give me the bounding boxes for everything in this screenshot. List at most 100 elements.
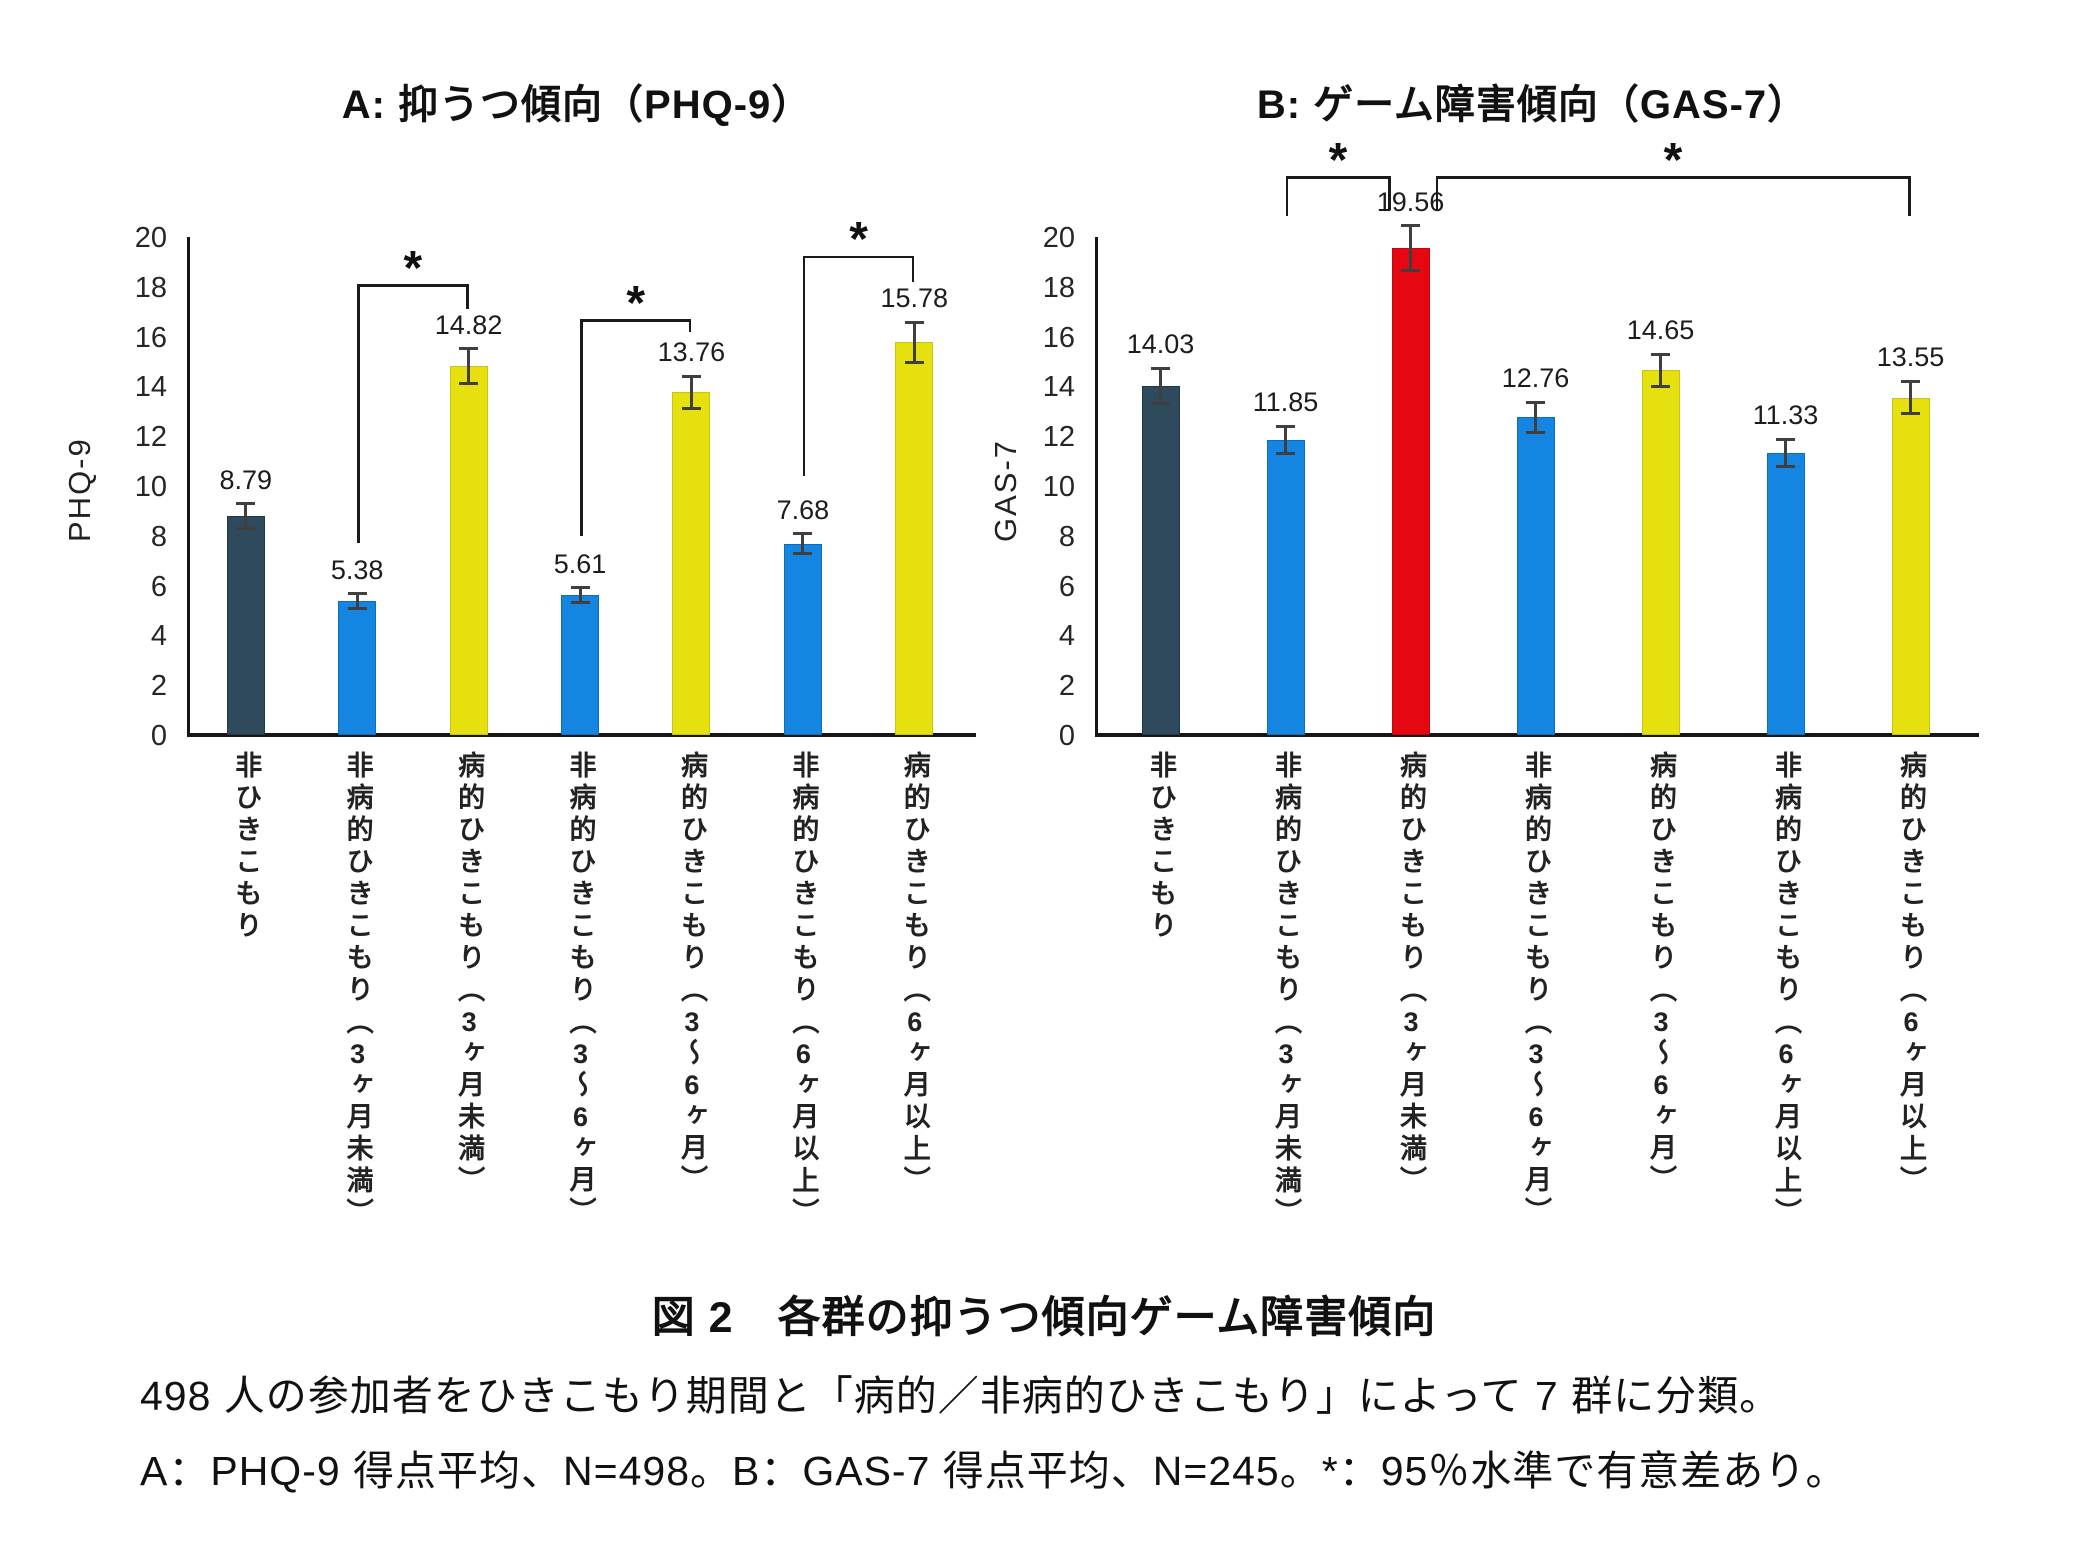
chart-a-sig-bracket-left-leg bbox=[580, 321, 583, 536]
chart-a-y-tick-label: 0 bbox=[150, 720, 167, 752]
figure-caption-line2: A：PHQ-9 得点平均、N=498。B：GAS-7 得点平均、N=245。*：… bbox=[140, 1448, 1848, 1494]
chart-a-value-label: 7.68 bbox=[776, 494, 830, 525]
chart-b-bar bbox=[1266, 439, 1305, 735]
chart-a-sig-bracket-right-leg bbox=[466, 286, 469, 310]
chart-b-value-label: 14.03 bbox=[1126, 329, 1195, 360]
chart-b-value-label: 14.65 bbox=[1626, 315, 1695, 346]
chart-b-y-tick-label: 4 bbox=[1058, 620, 1075, 653]
chart-b-sig-bracket-right-leg bbox=[1908, 178, 1911, 216]
chart-b-y-tick-label: 0 bbox=[1058, 720, 1075, 752]
chart-b-error-bar bbox=[1534, 402, 1537, 433]
chart-a-bar bbox=[226, 516, 265, 735]
chart-b-error-bar bbox=[1659, 354, 1662, 387]
chart-a-plot-area: 0 2 4 6 8 10 12 14 16 18 20 8.79 非ひきこもり 5.38 非病的ひきこもり（… bbox=[135, 216, 976, 1230]
chart-b-sig-bracket bbox=[1285, 176, 1391, 179]
chart-b-error-bar-cap-bottom bbox=[1901, 412, 1920, 416]
chart-a-error-bar-cap-bottom bbox=[904, 360, 924, 364]
chart-b-value-label: 11.85 bbox=[1252, 387, 1319, 418]
chart-a-sig-bracket bbox=[580, 319, 692, 322]
chart-a-value-label: 5.38 bbox=[330, 554, 384, 585]
chart-a-bar bbox=[561, 595, 599, 735]
chart-a-error-bar-cap-top bbox=[904, 320, 924, 324]
chart-b-sig-bracket-left-leg bbox=[1435, 178, 1438, 210]
chart-a-y-tick-label: 2 bbox=[150, 670, 167, 703]
chart-b-error-bar-cap-top bbox=[1776, 437, 1795, 441]
chart-b-bar bbox=[1641, 370, 1680, 735]
chart-b-error-bar-cap-bottom bbox=[1276, 452, 1295, 456]
chart-b-y-tick-label: 10 bbox=[1042, 471, 1075, 503]
chart-a-value-label: 8.79 bbox=[219, 464, 272, 495]
chart-b-error-bar-cap-bottom bbox=[1401, 268, 1420, 272]
chart-a-sig-bracket bbox=[357, 284, 469, 287]
chart-b-error-bar bbox=[1784, 439, 1787, 467]
chart-b-error-bar bbox=[1159, 368, 1162, 404]
chart-b-value-label: 13.55 bbox=[1876, 342, 1945, 373]
chart-b-bar bbox=[1891, 397, 1930, 735]
chart-a-error-bar bbox=[355, 593, 359, 609]
figure-caption-title: 図 2 各群の抑うつ傾向ゲーム障害傾向 bbox=[651, 1294, 1437, 1342]
chart-a-x-tick-label: 病的ひきこもり（3～6ヶ月） bbox=[676, 751, 707, 1197]
chart-a-error-bar-cap-bottom bbox=[570, 601, 590, 605]
chart-a-error-bar-cap-top bbox=[681, 374, 701, 378]
chart-b-bar bbox=[1391, 247, 1430, 735]
chart-a-error-bar-cap-top bbox=[570, 586, 590, 590]
chart-b-x-tick-label: 病的ひきこもり（6ヶ月以上） bbox=[1896, 751, 1927, 1198]
chart-b-plot-area: 0 2 4 6 8 10 12 14 16 18 20 14.03 非ひきこもり 11.85 非病的ひきこも… bbox=[1043, 136, 1979, 1230]
chart-a-error-bar bbox=[912, 322, 916, 362]
chart-b-sig-asterisk: * bbox=[1328, 133, 1348, 187]
chart-b-error-bar-cap-top bbox=[1901, 379, 1920, 383]
chart-a-error-bar-cap-bottom bbox=[793, 552, 813, 556]
chart-a-error-bar bbox=[244, 503, 248, 529]
chart-a-error-bar-cap-bottom bbox=[681, 407, 701, 411]
chart-b-x-tick-label: 非ひきこもり bbox=[1146, 751, 1177, 943]
chart-b-x-tick-label: 病的ひきこもり（3ヶ月未満） bbox=[1396, 751, 1427, 1198]
chart-a-bar bbox=[783, 543, 822, 735]
chart-b-error-bar-cap-top bbox=[1151, 366, 1170, 370]
chart-b-bar bbox=[1141, 385, 1180, 735]
chart-b-error-bar-cap-top bbox=[1401, 224, 1420, 228]
chart-a-error-bar bbox=[801, 533, 805, 554]
chart-b-x-tick-label: 病的ひきこもり（3～6ヶ月） bbox=[1646, 751, 1677, 1197]
chart-a-bar bbox=[449, 365, 488, 735]
chart-b-error-bar bbox=[1284, 426, 1287, 454]
chart-a-error-bar-cap-bottom bbox=[236, 527, 256, 531]
chart-a-error-bar bbox=[467, 348, 471, 384]
chart-b-y-tick-label: 2 bbox=[1058, 670, 1075, 703]
chart-a-sig-bracket-left-leg bbox=[357, 286, 360, 544]
chart-a-x-tick-label: 非ひきこもり bbox=[231, 751, 262, 943]
chart-b-error-bar-cap-bottom bbox=[1526, 430, 1545, 434]
chart-a-y-tick-label: 18 bbox=[134, 271, 167, 304]
chart-b-y-tick-label: 16 bbox=[1042, 321, 1075, 354]
chart-b-y-tick-label: 6 bbox=[1058, 570, 1075, 603]
chart-a-y-tick-label: 4 bbox=[150, 620, 167, 653]
chart-a-title: A: 抑うつ傾向（PHQ-9） bbox=[341, 83, 813, 127]
chart-b-value-label: 12.76 bbox=[1501, 363, 1570, 394]
chart-a-y-tick-label: 20 bbox=[134, 222, 167, 254]
chart-a-value-label: 13.76 bbox=[657, 337, 726, 368]
chart-b-sig-bracket-left-leg bbox=[1285, 178, 1288, 216]
chart-a-y-tick-label: 8 bbox=[150, 520, 167, 553]
chart-a-bar bbox=[338, 601, 377, 735]
chart-a-x-tick-label: 非病的ひきこもり（6ヶ月以上） bbox=[788, 751, 819, 1230]
chart-a-bar bbox=[895, 342, 934, 735]
chart-a-error-bar-cap-top bbox=[236, 502, 256, 506]
chart-b-y-tick-label: 8 bbox=[1058, 520, 1075, 553]
chart-a-error-bar-cap-top bbox=[459, 347, 479, 351]
chart-b-y-tick-label: 20 bbox=[1042, 222, 1075, 254]
chart-a-sig-bracket-right-leg bbox=[688, 321, 692, 332]
chart-b-x-tick-label: 非病的ひきこもり（3ヶ月未満） bbox=[1271, 751, 1302, 1230]
chart-b-title: B: ゲーム障害傾向（GAS-7） bbox=[1256, 83, 1809, 127]
chart-b-error-bar-cap-bottom bbox=[1651, 384, 1670, 388]
chart-b-error-bar-cap-top bbox=[1651, 352, 1670, 356]
chart-a-error-bar-cap-top bbox=[347, 592, 367, 596]
chart-a-error-bar bbox=[689, 376, 693, 409]
chart-a-sig-bracket-left-leg bbox=[802, 258, 806, 477]
chart-b-x-axis-line bbox=[1095, 733, 1979, 737]
chart-a-sig-asterisk: * bbox=[403, 241, 423, 295]
chart-a-error-bar-cap-top bbox=[793, 532, 813, 536]
chart-a-y-tick-label: 12 bbox=[134, 421, 167, 454]
chart-a-sig-asterisk: * bbox=[849, 213, 868, 267]
chart-b-bar bbox=[1766, 452, 1805, 735]
chart-a-error-bar-cap-bottom bbox=[347, 607, 367, 611]
chart-b-error-bar-cap-bottom bbox=[1151, 401, 1170, 405]
